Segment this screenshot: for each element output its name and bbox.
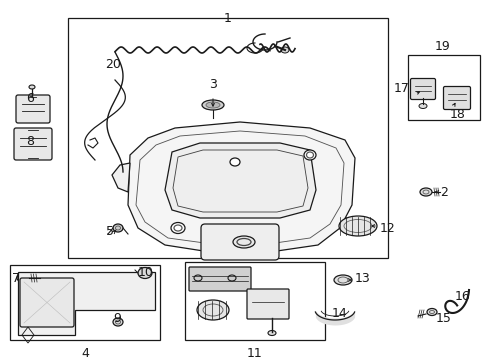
Bar <box>68 18 387 258</box>
Ellipse shape <box>17 274 29 282</box>
Text: 19: 19 <box>434 40 450 53</box>
Text: 6: 6 <box>26 92 34 105</box>
Bar <box>10 265 160 340</box>
Text: 20: 20 <box>105 58 121 72</box>
Ellipse shape <box>171 222 184 234</box>
FancyBboxPatch shape <box>246 289 288 319</box>
Bar <box>407 55 479 120</box>
Ellipse shape <box>333 275 351 285</box>
Ellipse shape <box>419 188 431 196</box>
Ellipse shape <box>232 236 254 248</box>
Ellipse shape <box>227 275 236 281</box>
Text: 1: 1 <box>224 12 231 25</box>
Text: 12: 12 <box>379 221 395 234</box>
Ellipse shape <box>197 300 228 320</box>
Text: 15: 15 <box>435 312 451 325</box>
Ellipse shape <box>229 158 240 166</box>
Ellipse shape <box>205 102 220 108</box>
FancyBboxPatch shape <box>14 128 52 160</box>
FancyBboxPatch shape <box>443 86 469 109</box>
Ellipse shape <box>418 104 426 108</box>
Ellipse shape <box>113 318 123 326</box>
Text: 14: 14 <box>331 307 347 320</box>
Text: 2: 2 <box>439 185 447 198</box>
Polygon shape <box>128 122 354 252</box>
Text: 11: 11 <box>246 347 263 360</box>
Text: 8: 8 <box>26 135 34 148</box>
FancyBboxPatch shape <box>20 278 74 327</box>
Text: 7: 7 <box>12 273 20 285</box>
Text: 4: 4 <box>81 347 89 360</box>
FancyBboxPatch shape <box>201 224 279 260</box>
FancyBboxPatch shape <box>16 95 50 123</box>
Polygon shape <box>18 272 155 335</box>
Text: 9: 9 <box>113 312 121 325</box>
Text: 16: 16 <box>454 289 470 302</box>
Text: 5: 5 <box>106 225 114 238</box>
Ellipse shape <box>338 216 376 236</box>
FancyBboxPatch shape <box>409 78 435 99</box>
Ellipse shape <box>113 224 123 232</box>
Ellipse shape <box>281 47 288 53</box>
Text: 13: 13 <box>354 271 370 284</box>
Ellipse shape <box>304 150 315 160</box>
Bar <box>184 262 325 340</box>
Ellipse shape <box>426 309 436 315</box>
FancyBboxPatch shape <box>189 267 250 291</box>
Ellipse shape <box>29 85 35 89</box>
Text: 18: 18 <box>449 108 465 121</box>
Text: 3: 3 <box>209 78 217 91</box>
Ellipse shape <box>267 330 275 336</box>
Polygon shape <box>164 143 315 218</box>
Ellipse shape <box>202 100 224 110</box>
Text: 10: 10 <box>138 266 154 279</box>
Text: 17: 17 <box>393 81 409 94</box>
Polygon shape <box>112 163 130 192</box>
Ellipse shape <box>194 275 202 281</box>
Ellipse shape <box>138 267 152 279</box>
